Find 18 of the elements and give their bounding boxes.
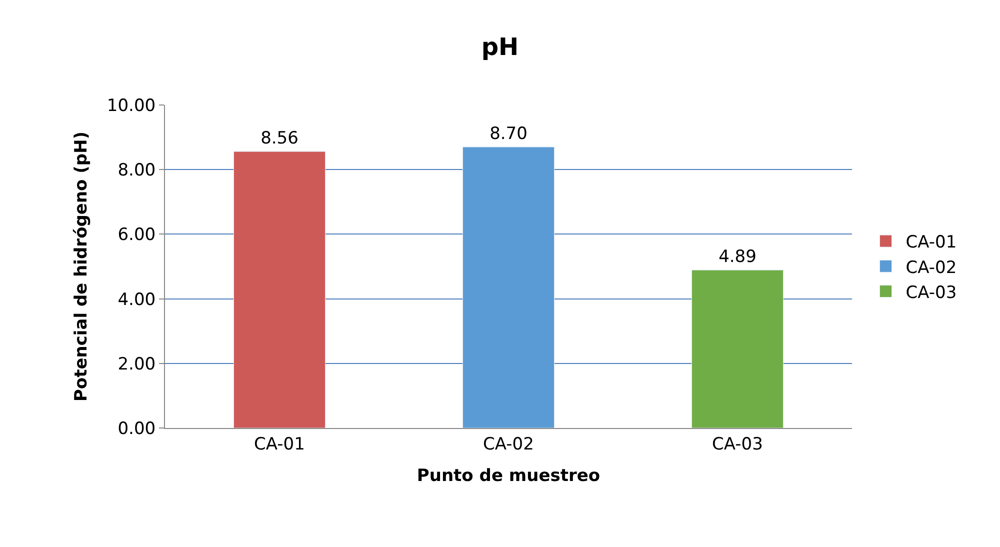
y-tick-label: 8.00: [118, 160, 156, 181]
legend-label: CA-02: [906, 258, 957, 278]
legend-label: CA-01: [906, 232, 957, 253]
data-label: 4.89: [718, 247, 756, 268]
legend-label: CA-03: [906, 282, 957, 303]
y-axis-title: Potencial de hidrógeno (pH): [71, 131, 92, 402]
x-tick-label: CA-02: [483, 434, 534, 454]
y-tick-label: 6.00: [118, 225, 156, 246]
x-tick-label: CA-03: [712, 434, 763, 454]
data-label: 8.56: [260, 128, 298, 149]
y-tick-label: 4.00: [118, 290, 156, 310]
data-label: 8.70: [490, 124, 528, 144]
x-axis-title: Punto de muestreo: [416, 466, 600, 486]
x-tick-label: CA-01: [254, 434, 305, 454]
y-tick-label: 2.00: [118, 354, 156, 374]
y-tick-label: 0.00: [118, 418, 156, 439]
y-tick-label: 10.00: [106, 96, 156, 116]
chart-title: pH: [481, 33, 519, 62]
